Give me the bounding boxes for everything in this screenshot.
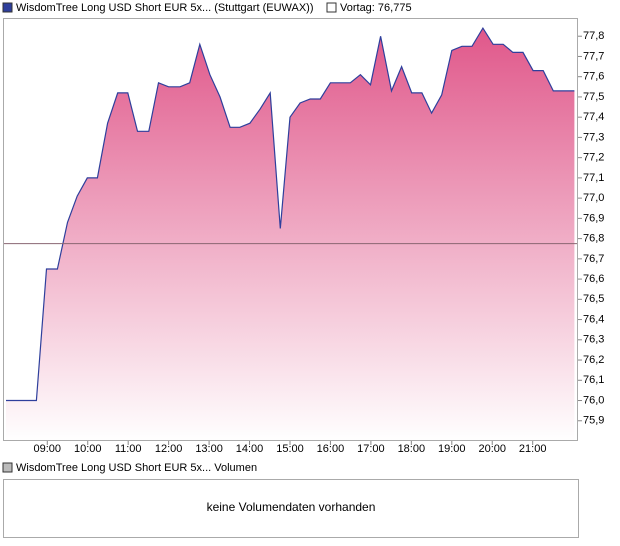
y-tick-label: 77,1 bbox=[583, 172, 604, 184]
y-tick-label: 76,0 bbox=[583, 394, 604, 406]
legend-swatch bbox=[2, 2, 13, 13]
x-tick-label: 09:00 bbox=[34, 443, 62, 455]
y-tick-label: 77,7 bbox=[583, 50, 604, 62]
x-tick-label: 20:00 bbox=[478, 443, 506, 455]
x-tick-label: 14:00 bbox=[236, 443, 264, 455]
x-tick-label: 13:00 bbox=[195, 443, 223, 455]
area bbox=[6, 28, 575, 441]
x-tick-label: 10:00 bbox=[74, 443, 102, 455]
x-tick-label: 11:00 bbox=[115, 443, 142, 455]
legend-label: Vortag: 76,775 bbox=[340, 2, 412, 14]
y-tick-label: 77,4 bbox=[583, 111, 604, 123]
y-tick-label: 76,8 bbox=[583, 233, 604, 245]
y-tick-label: 77,2 bbox=[583, 152, 604, 164]
y-tick-label: 76,3 bbox=[583, 334, 604, 346]
y-tick-label: 76,1 bbox=[583, 374, 604, 386]
y-tick-label: 76,9 bbox=[583, 212, 604, 224]
y-tick-label: 76,5 bbox=[583, 293, 604, 305]
legend-label: WisdomTree Long USD Short EUR 5x... Volu… bbox=[16, 462, 257, 474]
y-tick-label: 76,4 bbox=[583, 313, 604, 325]
legend-swatch bbox=[326, 2, 337, 13]
y-tick-label: 75,9 bbox=[583, 415, 604, 427]
x-tick-label: 16:00 bbox=[317, 443, 345, 455]
y-tick-label: 76,2 bbox=[583, 354, 604, 366]
y-tick-label: 77,5 bbox=[583, 91, 604, 103]
y-tick-label: 76,6 bbox=[583, 273, 604, 285]
y-tick-label: 77,0 bbox=[583, 192, 604, 204]
x-tick-label: 15:00 bbox=[276, 443, 304, 455]
y-tick-label: 77,8 bbox=[583, 30, 604, 42]
plot-frame bbox=[3, 18, 578, 441]
x-tick-label: 19:00 bbox=[438, 443, 466, 455]
line bbox=[6, 26, 575, 402]
legend-swatch bbox=[2, 462, 13, 473]
x-tick-label: 17:00 bbox=[357, 443, 385, 455]
volume-panel bbox=[3, 479, 579, 538]
volume-message: keine Volumendaten vorhanden bbox=[207, 500, 376, 514]
y-tick-label: 77,6 bbox=[583, 71, 604, 83]
legend-label: WisdomTree Long USD Short EUR 5x... (Stu… bbox=[16, 2, 313, 14]
y-tick-label: 76,7 bbox=[583, 253, 604, 265]
y-tick-label: 77,3 bbox=[583, 131, 604, 143]
x-tick-label: 18:00 bbox=[398, 443, 426, 455]
x-tick-label: 21:00 bbox=[519, 443, 547, 455]
x-tick-label: 12:00 bbox=[155, 443, 183, 455]
